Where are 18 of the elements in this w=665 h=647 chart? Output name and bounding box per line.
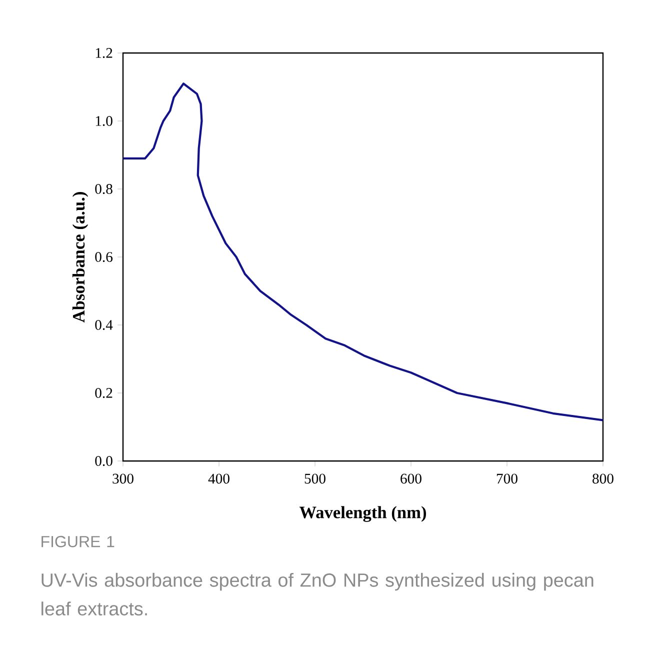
x-tick-label: 800 xyxy=(592,474,614,484)
line-series xyxy=(123,82,603,422)
y-tick-label: 0.0 xyxy=(95,456,112,466)
y-tick-label: 1.0 xyxy=(96,116,112,126)
y-tick-label: 0.2 xyxy=(95,388,112,398)
x-tick-label: 400 xyxy=(208,474,230,484)
caption: FIGURE 1 xyxy=(42,536,114,548)
x-tick-label: 300 xyxy=(112,474,134,484)
x-tick-label: 500 xyxy=(304,474,326,484)
y-tick-label: 0.4 xyxy=(95,320,113,330)
text: UV-Vis absorbance spectra of ZnO NPs synthesized using pecan leaf extracts. xyxy=(42,572,594,616)
y-tick-label: 1.2 xyxy=(96,48,112,58)
y-tick-label: 0.8 xyxy=(95,184,112,194)
x-axis-title: Wavelength (nm) xyxy=(299,506,426,522)
x-tick-label: 600 xyxy=(400,474,422,484)
x-tick-label: 700 xyxy=(496,474,518,484)
y-axis-title: Absorbance (a.u.) xyxy=(72,192,88,323)
y-tick-label: 0.6 xyxy=(95,252,113,262)
